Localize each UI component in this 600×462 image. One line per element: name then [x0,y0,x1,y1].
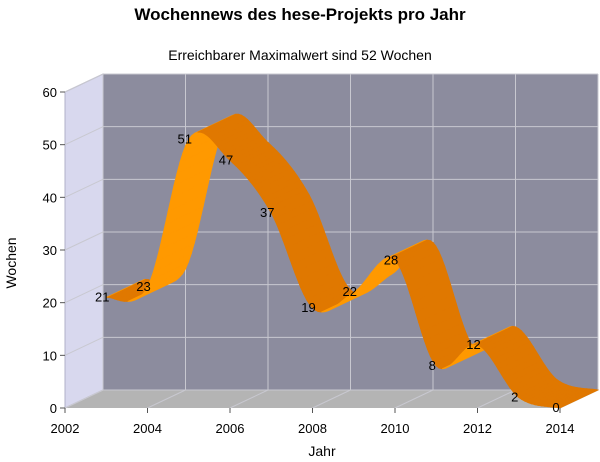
x-tick-label: 2014 [546,421,575,436]
data-label: 19 [301,300,315,315]
data-label: 22 [343,284,357,299]
y-tick-label: 60 [43,85,57,100]
gridline-floor [477,389,516,409]
gridline-side [64,336,104,356]
data-label: 21 [95,289,109,304]
data-labels: 21 23 51 47 37 19 22 28 8 12 2 0 [95,131,560,415]
data-label: 28 [384,253,398,268]
x-tick-label: 2004 [133,421,162,436]
gridline-floor [64,389,104,409]
data-label: 8 [429,358,436,373]
data-label: 23 [136,279,150,294]
gridline-side [64,73,104,93]
x-tick-label: 2010 [381,421,410,436]
y-axis-title: Wochen [3,237,19,288]
data-label: 12 [466,337,480,352]
ribbon-segment [556,389,600,409]
gridline-side [64,126,104,146]
y-tick-label: 30 [43,243,57,258]
y-tick-label: 20 [43,296,57,311]
x-tick-label: 2008 [298,421,327,436]
data-label: 0 [552,400,559,415]
data-label: 2 [511,389,518,404]
data-label: 47 [219,152,233,167]
y-tick-label: 0 [50,401,57,416]
data-label: 37 [260,205,274,220]
x-tick-label: 2006 [216,421,245,436]
x-tick-label: 2012 [463,421,492,436]
x-axis-ticks: 2002 2004 2006 2008 2010 2012 2014 [51,408,575,436]
gridline-floor [394,389,434,409]
x-tick-label: 2002 [51,421,80,436]
chart-title: Wochennews des hese-Projekts pro Jahr [134,5,466,24]
y-tick-label: 10 [43,348,57,363]
gridline-side [64,284,104,304]
gridline-floor [312,389,351,409]
gridline-side [64,178,104,198]
chart-subtitle: Erreichbarer Maximalwert sind 52 Wochen [168,47,432,63]
x-axis-title: Jahr [308,443,336,459]
gridline-side [64,231,104,251]
y-axis-ticks: 0 10 20 30 40 50 60 [43,85,65,416]
y-tick-label: 40 [43,190,57,205]
data-label: 51 [178,131,192,146]
gridline-floor [147,389,186,409]
gridline-floor [229,389,269,409]
series-ribbon [106,113,600,409]
y-tick-label: 50 [43,138,57,153]
